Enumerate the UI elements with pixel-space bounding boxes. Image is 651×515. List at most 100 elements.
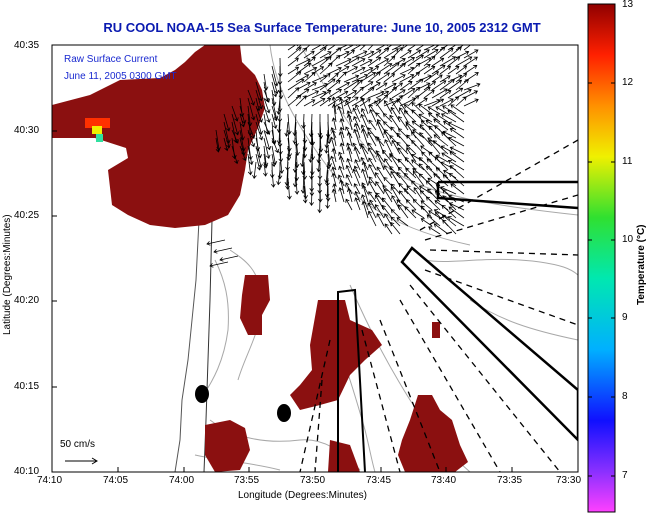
current-vector xyxy=(381,197,393,211)
colorbar-label: Temperature (°C) xyxy=(636,224,647,306)
x-tick-label: 74:00 xyxy=(169,475,195,486)
current-vector xyxy=(369,108,377,123)
current-vector xyxy=(352,107,361,123)
current-vector xyxy=(303,99,316,107)
current-vector xyxy=(318,121,324,140)
current-vector xyxy=(403,110,417,123)
current-vector xyxy=(367,202,377,219)
current-vector xyxy=(407,86,421,99)
current-vector xyxy=(391,45,405,51)
current-vector xyxy=(431,45,440,51)
current-vector xyxy=(375,90,390,99)
current-vector xyxy=(411,140,425,155)
current-vector xyxy=(338,155,345,171)
current-vector xyxy=(428,210,441,219)
radar-footprint-lines xyxy=(299,139,578,472)
current-vector xyxy=(209,261,229,268)
current-vector xyxy=(351,45,365,51)
current-vector xyxy=(383,62,400,75)
current-vector xyxy=(423,71,440,83)
current-vector xyxy=(433,223,449,235)
current-vector xyxy=(447,159,465,171)
legend-line-2: June 11, 2005 0300 GMT xyxy=(64,71,177,82)
current-vector xyxy=(407,95,420,107)
current-vector xyxy=(331,117,337,131)
current-vector xyxy=(376,166,385,179)
current-vector xyxy=(375,47,390,59)
current-vector xyxy=(263,105,271,123)
current-vector xyxy=(368,191,377,203)
current-vector xyxy=(376,121,385,139)
scale-arrow xyxy=(65,457,98,465)
current-vector xyxy=(420,205,433,219)
current-vector xyxy=(367,45,374,51)
current-vector xyxy=(391,82,404,91)
current-vector xyxy=(354,197,361,211)
current-vector xyxy=(383,176,393,187)
current-vector xyxy=(345,174,353,187)
current-vector xyxy=(324,137,329,154)
current-vector xyxy=(433,118,449,131)
current-vector xyxy=(263,97,271,114)
current-vector xyxy=(223,137,229,152)
current-vector xyxy=(455,96,467,107)
current-vector xyxy=(353,122,361,139)
current-vector xyxy=(441,204,457,219)
current-vector xyxy=(303,71,316,83)
current-vector xyxy=(419,124,433,139)
current-vector xyxy=(434,190,449,203)
current-vector xyxy=(389,114,401,131)
current-vector xyxy=(367,131,377,147)
current-vector xyxy=(383,130,393,147)
current-vector xyxy=(319,62,333,75)
current-vector xyxy=(389,97,401,115)
current-vector xyxy=(431,74,443,83)
current-vector xyxy=(295,95,307,107)
current-vector xyxy=(423,48,439,59)
x-tick-label: 74:05 xyxy=(103,475,129,486)
current-vector xyxy=(397,204,409,219)
current-vector xyxy=(327,80,341,91)
current-vector xyxy=(415,45,428,51)
current-vector xyxy=(319,97,332,107)
current-vector xyxy=(287,66,300,75)
current-vector xyxy=(319,51,332,59)
current-vector xyxy=(287,87,300,99)
current-vector xyxy=(343,96,359,107)
current-vector xyxy=(435,113,449,123)
current-vector xyxy=(439,75,451,83)
current-vector xyxy=(339,179,345,195)
current-vector xyxy=(390,209,401,219)
current-vector xyxy=(311,45,325,51)
current-vector xyxy=(263,161,268,177)
current-vector xyxy=(239,113,246,128)
current-vector xyxy=(367,147,377,163)
current-vector xyxy=(263,121,271,135)
current-vector xyxy=(383,165,393,179)
current-vector xyxy=(303,82,317,91)
current-vector xyxy=(418,163,433,179)
current-vector xyxy=(331,166,337,179)
current-vector xyxy=(223,113,231,132)
colorbar-tick-label: 11 xyxy=(622,156,633,167)
current-vector xyxy=(331,129,337,147)
current-vector xyxy=(455,73,468,83)
y-tick-label: 40:10 xyxy=(14,466,40,477)
current-vector xyxy=(271,65,279,87)
current-vector xyxy=(339,142,345,155)
current-vector xyxy=(303,56,316,67)
current-vector xyxy=(427,106,441,115)
current-vector xyxy=(397,166,409,179)
current-vector xyxy=(448,202,465,211)
current-vector xyxy=(407,54,424,67)
current-vector xyxy=(396,217,409,227)
current-vector xyxy=(252,161,257,179)
current-vector xyxy=(351,58,366,67)
current-vector xyxy=(442,105,457,115)
current-vector xyxy=(353,115,361,131)
current-vector xyxy=(381,204,393,219)
current-vector xyxy=(345,182,353,195)
current-vector xyxy=(390,183,401,195)
colorbar-tick-label: 10 xyxy=(622,234,634,245)
current-vector xyxy=(343,45,358,51)
